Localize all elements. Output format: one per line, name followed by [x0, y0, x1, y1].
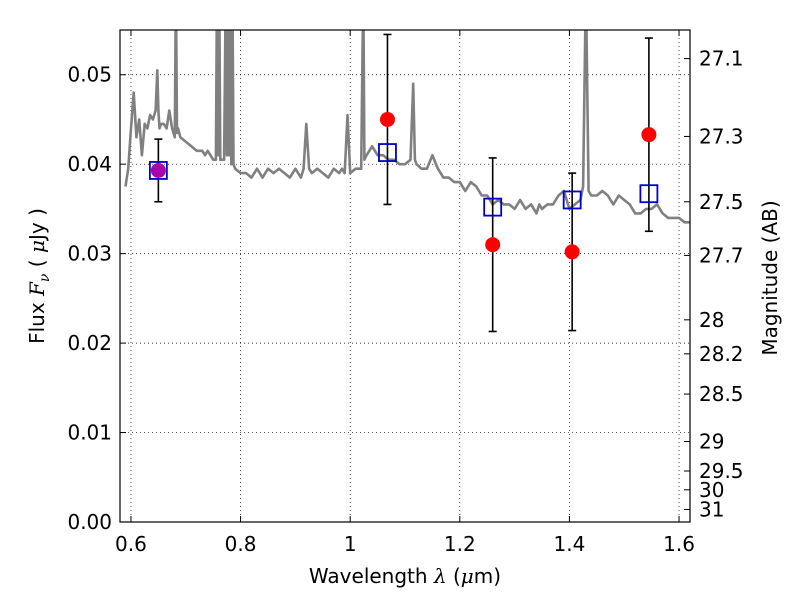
y2-tick-label: 27.7 — [699, 243, 744, 267]
y-axis-title: Flux Fν ( μJy ) — [25, 208, 53, 344]
y-tick-label: 0.04 — [67, 152, 112, 176]
x-tick-label: 1.6 — [663, 532, 695, 556]
y2-axis-title: Magnitude (AB) — [758, 200, 782, 355]
y-tick-label: 0.01 — [67, 421, 112, 445]
model-photometry-point — [483, 197, 503, 217]
x-tick-label: 0.6 — [115, 532, 147, 556]
y2-tick-label: 27.3 — [699, 124, 744, 148]
model-photometry-point — [639, 184, 659, 204]
axis-ticks — [120, 30, 690, 523]
x-tick-label: 1.4 — [554, 532, 586, 556]
x-tick-labels: 0.6 0.8 1 1.2 1.4 1.6 — [115, 532, 695, 556]
y-tick-labels: 0.00 0.01 0.02 0.03 0.04 0.05 — [67, 63, 112, 534]
model-photometry-point — [562, 190, 582, 210]
y2-tick-label: 28.5 — [699, 382, 744, 406]
observed-point — [379, 111, 395, 127]
model-photometry-point — [378, 143, 397, 162]
y2-tick-label: 29 — [699, 429, 724, 453]
plot-background — [120, 30, 690, 522]
y2-tick-label: 30 — [699, 478, 724, 502]
y2-tick-label: 29.5 — [699, 459, 744, 483]
photometry-layer — [148, 143, 659, 217]
x-axis-title: Wavelength λ (μm) — [309, 564, 501, 588]
observed-layer — [150, 111, 657, 260]
x-tick-label: 1 — [344, 532, 357, 556]
x-tick-label: 0.8 — [225, 532, 257, 556]
y-tick-label: 0.02 — [67, 331, 112, 355]
plot-frame — [119, 29, 691, 523]
y-tick-label: 0.03 — [67, 242, 112, 266]
x-tick-label: 1.2 — [444, 532, 476, 556]
y2-tick-label: 28.2 — [699, 342, 744, 366]
observed-point — [564, 244, 580, 260]
observed-point — [485, 237, 501, 253]
y-tick-label: 0.05 — [67, 63, 112, 87]
y2-tick-label: 31 — [699, 497, 724, 521]
observed-point — [150, 162, 166, 178]
observed-point — [641, 127, 657, 143]
y2-tick-label: 27.1 — [699, 47, 744, 71]
y2-tick-label: 27.5 — [699, 190, 744, 214]
model-photometry-point — [148, 161, 168, 180]
y-tick-label: 0.00 — [67, 510, 112, 534]
y2-tick-label: 28 — [699, 308, 724, 332]
